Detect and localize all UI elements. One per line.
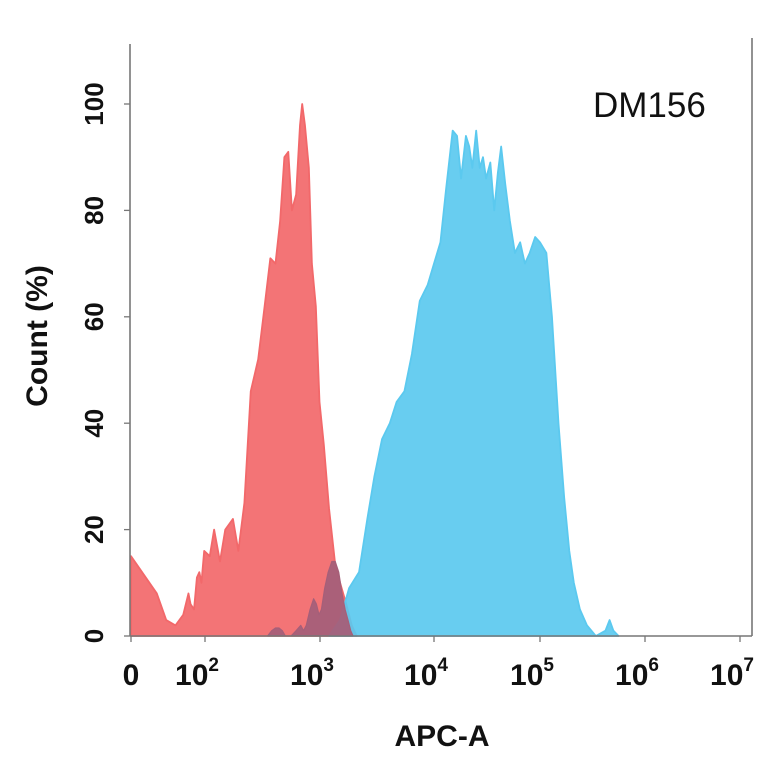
x-tick-label: 105: [510, 655, 554, 692]
chart-annotation-label: DM156: [593, 86, 706, 125]
y-tick-label: 80: [79, 196, 109, 225]
x-tick-label: 102: [175, 655, 219, 692]
y-axis-ticks: 0 20 40 60 80 100: [79, 82, 130, 643]
y-tick-label: 60: [79, 302, 109, 331]
histogram-series-3: [266, 560, 354, 637]
y-tick-label: 20: [79, 515, 109, 544]
axes: [129, 38, 753, 637]
histogram-series-1: [130, 103, 358, 637]
y-tick-label: 40: [79, 409, 109, 438]
x-tick-label: 0: [123, 659, 140, 692]
x-tick-label: 103: [290, 655, 334, 692]
x-axis-label: APC-A: [395, 720, 490, 753]
y-axis-label: Count (%): [21, 265, 54, 407]
histogram-series-2: [328, 129, 620, 637]
y-tick-label: 100: [79, 82, 109, 125]
x-tick-label: 106: [615, 655, 659, 692]
plot-area: [130, 103, 620, 637]
x-tick-label: 107: [710, 655, 754, 692]
x-tick-label: 104: [404, 655, 448, 692]
y-tick-label: 0: [79, 629, 109, 643]
x-axis-ticks: 0 102 103 104 105 106 107: [123, 636, 754, 692]
